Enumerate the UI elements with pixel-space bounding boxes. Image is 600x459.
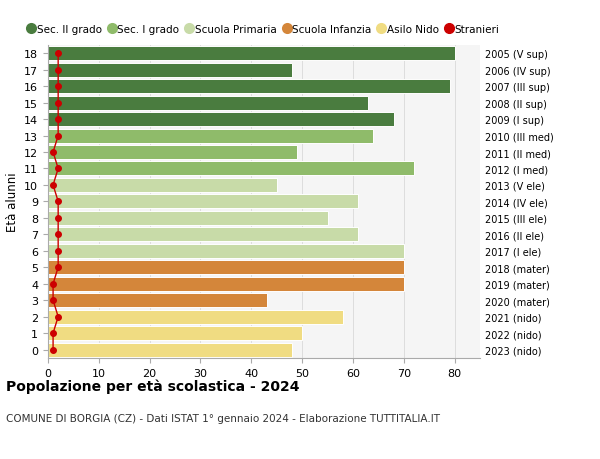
Bar xyxy=(48,47,455,61)
Bar xyxy=(48,343,292,357)
Text: Popolazione per età scolastica - 2024: Popolazione per età scolastica - 2024 xyxy=(6,379,299,393)
Bar xyxy=(48,228,358,242)
Text: COMUNE DI BORGIA (CZ) - Dati ISTAT 1° gennaio 2024 - Elaborazione TUTTITALIA.IT: COMUNE DI BORGIA (CZ) - Dati ISTAT 1° ge… xyxy=(6,413,440,423)
Bar xyxy=(48,294,266,308)
Y-axis label: Età alunni: Età alunni xyxy=(5,172,19,232)
Bar xyxy=(48,146,297,160)
Bar xyxy=(48,261,404,274)
Bar xyxy=(48,113,394,127)
Bar xyxy=(48,310,343,324)
Bar xyxy=(48,244,404,258)
Bar xyxy=(48,129,373,143)
Bar xyxy=(48,162,414,176)
Bar xyxy=(48,179,277,192)
Bar xyxy=(48,277,404,291)
Bar xyxy=(48,96,368,110)
Bar xyxy=(48,63,292,78)
Bar xyxy=(48,212,328,225)
Bar xyxy=(48,80,449,94)
Bar xyxy=(48,195,358,209)
Legend: Sec. II grado, Sec. I grado, Scuola Primaria, Scuola Infanzia, Asilo Nido, Stran: Sec. II grado, Sec. I grado, Scuola Prim… xyxy=(28,24,500,34)
Bar xyxy=(48,326,302,341)
